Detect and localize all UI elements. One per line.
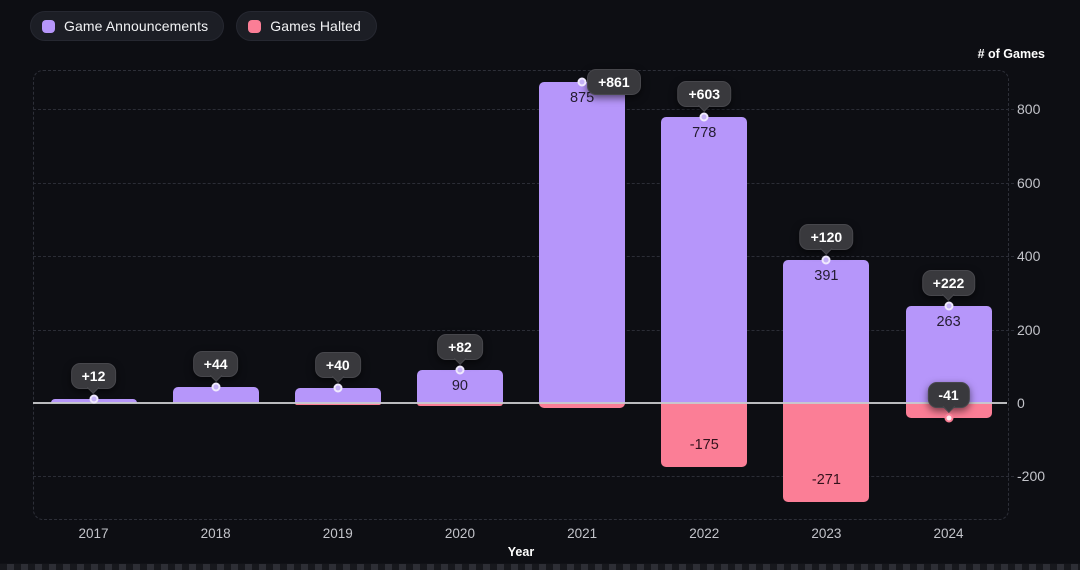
y-axis-tick-label: 0	[1017, 395, 1025, 411]
x-axis-tick-label: 2019	[322, 526, 353, 541]
tooltip-anchor-marker-icon	[89, 394, 98, 404]
net-change-tooltip[interactable]: -41	[927, 382, 970, 413]
halted-bar[interactable]	[416, 403, 503, 406]
tooltip-anchor-marker-icon	[211, 382, 221, 392]
announcements-bar[interactable]	[294, 388, 381, 403]
y-axis-title: # of Games	[977, 47, 1045, 61]
y-axis-tick-label: 200	[1017, 321, 1041, 338]
tooltip-anchor-marker-icon	[944, 413, 954, 423]
gridline	[33, 329, 1014, 331]
x-axis-tick-label: 2020	[444, 526, 475, 541]
net-change-tooltip[interactable]: +40	[314, 352, 361, 384]
net-change-tooltip[interactable]: +861	[587, 68, 641, 95]
halted-swatch-icon	[248, 19, 262, 33]
page-bottom-divider	[0, 563, 1080, 570]
net-change-tooltip[interactable]: +12	[70, 362, 117, 394]
halted-bar[interactable]	[539, 403, 626, 409]
halted-bar[interactable]	[783, 403, 870, 503]
net-change-tooltip[interactable]: +603	[677, 81, 732, 113]
gridline	[33, 109, 1014, 111]
tooltip-anchor-marker-icon	[699, 112, 709, 122]
gridline	[33, 182, 1014, 184]
net-change-tooltip[interactable]: +82	[437, 333, 483, 365]
halted-value-label: -175	[689, 437, 719, 454]
y-axis-tick-label: 600	[1017, 174, 1041, 191]
x-axis-tick-label: 2024	[933, 526, 964, 541]
x-axis-tick-label: 2021	[567, 526, 598, 541]
tooltip-anchor-marker-icon	[577, 77, 587, 87]
x-axis-title: Year	[507, 545, 535, 559]
announcements-bar[interactable]	[416, 369, 503, 403]
announcements-bar[interactable]	[783, 259, 870, 403]
announcements-value-label: 875	[569, 89, 595, 106]
announcements-value-label: 90	[451, 377, 469, 394]
announcements-bar[interactable]	[661, 117, 748, 403]
net-change-tooltip[interactable]: +44	[192, 350, 239, 382]
announcements-bar[interactable]	[172, 386, 259, 403]
y-axis-tick-label: 800	[1017, 101, 1041, 118]
announcements-value-label: 263	[936, 314, 961, 331]
x-axis-tick-label: 2018	[200, 526, 231, 541]
legend-label: Games Halted	[270, 18, 361, 34]
halted-bar[interactable]	[661, 403, 748, 468]
announcements-value-label: 778	[692, 125, 717, 142]
tooltip-anchor-marker-icon	[944, 301, 954, 311]
tooltip-anchor-marker-icon	[821, 255, 831, 264]
x-axis-tick-label: 2017	[78, 526, 109, 541]
announcements-value-label: 391	[814, 267, 839, 284]
legend-label: Game Announcements	[64, 18, 209, 34]
plot-border	[33, 70, 1009, 520]
halted-bar[interactable]	[294, 403, 381, 405]
announcements-swatch-icon	[42, 19, 55, 33]
x-axis-tick-label: 2023	[811, 526, 842, 541]
legend-item-games-halted[interactable]: Games Halted	[236, 11, 377, 41]
tooltip-anchor-marker-icon	[333, 383, 343, 393]
y-axis-tick-label: 400	[1017, 248, 1041, 265]
y-axis-tick-label: -200	[1017, 468, 1046, 485]
zero-baseline	[33, 402, 1007, 404]
halted-value-label: -271	[811, 472, 841, 489]
gridline	[33, 476, 1014, 478]
tooltip-anchor-marker-icon	[455, 365, 465, 375]
net-change-tooltip[interactable]: +222	[921, 270, 976, 302]
legend-item-game-announcements[interactable]: Game Announcements	[30, 11, 225, 41]
gridline	[33, 256, 1014, 258]
net-change-tooltip[interactable]: +120	[799, 223, 854, 255]
x-axis-tick-label: 2022	[689, 526, 720, 541]
legend: Game Announcements Games Halted	[30, 11, 377, 41]
announcements-bar[interactable]	[539, 81, 626, 403]
